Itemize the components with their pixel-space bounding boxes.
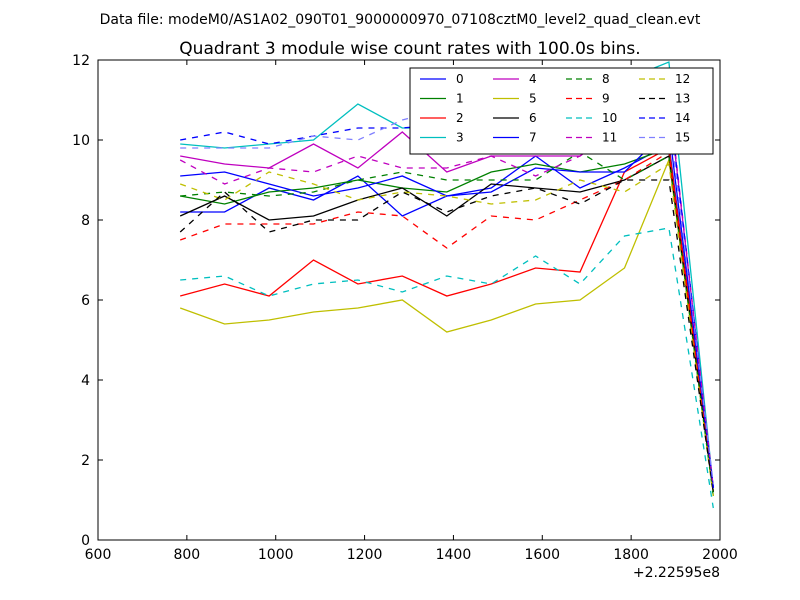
- legend-label: 4: [529, 72, 537, 86]
- legend-label: 12: [675, 72, 690, 86]
- legend-box: [409, 67, 714, 155]
- legend-label: 9: [602, 92, 610, 106]
- legend-label: 10: [602, 111, 617, 125]
- series-line-6: [179, 154, 714, 493]
- legend-label: 3: [456, 131, 464, 145]
- legend-label: 15: [675, 131, 690, 145]
- x-tick-label: 600: [85, 547, 112, 563]
- series-line-11: [179, 94, 714, 489]
- x-tick-label: 2000: [702, 547, 738, 563]
- y-tick-label: 8: [81, 213, 90, 229]
- y-tick-label: 6: [81, 293, 90, 309]
- data-file-label: Data file: modeM0/AS1A02_090T01_90000009…: [100, 12, 701, 28]
- x-tick-label: 1600: [524, 547, 560, 563]
- series-line-1: [180, 147, 714, 493]
- y-tick-label: 4: [81, 373, 90, 389]
- series-line-12: [179, 162, 714, 497]
- series-layer: [179, 61, 714, 509]
- legend-label: 6: [529, 111, 537, 125]
- series-line-7: [180, 126, 714, 489]
- legend-label: 8: [602, 72, 610, 86]
- series-line-8: [180, 151, 714, 497]
- y-tick-label: 10: [72, 133, 90, 149]
- series-line-10: [180, 227, 714, 509]
- legend-label: 1: [456, 92, 464, 106]
- x-tick-label: 1800: [613, 547, 649, 563]
- series-line-5: [179, 157, 714, 493]
- chart-title: Quadrant 3 module wise count rates with …: [179, 39, 640, 59]
- y-tick-label: 0: [81, 533, 90, 549]
- legend-label: 2: [456, 111, 464, 125]
- x-tick-label: 1200: [347, 547, 383, 563]
- y-tick-label: 12: [72, 53, 90, 69]
- legend-label: 5: [529, 92, 537, 106]
- legend-label: 0: [456, 72, 464, 86]
- series-line-9: [179, 150, 714, 493]
- y-tick-label: 2: [81, 453, 90, 469]
- legend-label: 11: [602, 131, 617, 145]
- x-tick-label: 800: [173, 547, 200, 563]
- legend-label: 7: [529, 131, 537, 145]
- legend-label: 14: [675, 111, 690, 125]
- x-tick-label: 1400: [436, 547, 472, 563]
- legend-label: 13: [675, 92, 690, 106]
- x-tick-label: 1000: [258, 547, 294, 563]
- x-axis-offset-label: +2.22595e8: [633, 565, 720, 581]
